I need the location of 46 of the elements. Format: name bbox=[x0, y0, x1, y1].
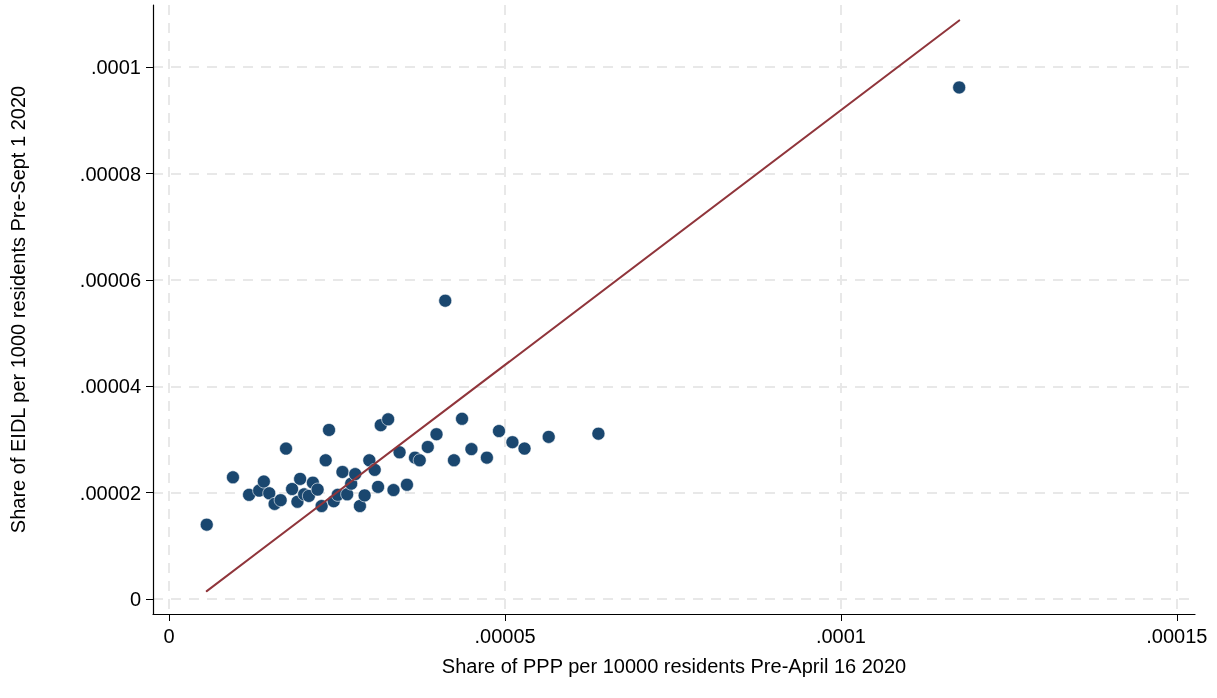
point bbox=[226, 470, 240, 485]
point bbox=[464, 442, 479, 456]
point bbox=[285, 482, 299, 496]
point bbox=[952, 80, 966, 95]
point bbox=[541, 430, 556, 444]
point bbox=[371, 480, 385, 494]
point bbox=[420, 440, 435, 454]
point bbox=[480, 450, 494, 465]
point bbox=[438, 293, 453, 308]
point bbox=[381, 412, 395, 427]
x-tick-label: .00015 bbox=[1146, 625, 1208, 647]
point bbox=[273, 493, 288, 507]
point bbox=[279, 441, 293, 456]
point bbox=[310, 482, 325, 497]
point bbox=[492, 424, 506, 438]
point bbox=[392, 445, 407, 460]
point bbox=[318, 453, 333, 468]
y-tick-label: .00008 bbox=[79, 162, 141, 185]
point bbox=[591, 426, 606, 441]
x-tick-label: 0 bbox=[163, 625, 175, 647]
y-tick-label: .00004 bbox=[79, 375, 141, 398]
y-tick-label: .0001 bbox=[90, 56, 141, 79]
y-tick-label: 0 bbox=[129, 588, 141, 611]
point bbox=[517, 441, 532, 456]
point bbox=[293, 472, 307, 486]
y-tick-label: .00002 bbox=[79, 481, 141, 504]
point bbox=[262, 486, 277, 501]
point bbox=[357, 488, 372, 503]
point bbox=[386, 483, 401, 497]
x-axis-title: Share of PPP per 10000 residents Pre-April 16 2020 bbox=[441, 655, 907, 677]
point bbox=[340, 487, 354, 502]
point bbox=[353, 499, 367, 513]
point bbox=[400, 477, 414, 492]
point bbox=[429, 427, 444, 442]
point bbox=[505, 435, 520, 449]
y-axis-title: Share of EIDL per 1000 residents Pre-Sept 1 2020 bbox=[7, 85, 29, 534]
point bbox=[412, 453, 427, 468]
point bbox=[322, 423, 336, 437]
point bbox=[447, 453, 461, 468]
point bbox=[455, 412, 469, 426]
x-tick-label: .00005 bbox=[474, 625, 536, 647]
point bbox=[335, 465, 350, 479]
point bbox=[257, 474, 271, 489]
x-tick-label: .0001 bbox=[815, 625, 866, 647]
y-tick-label: .00006 bbox=[79, 268, 141, 291]
point bbox=[199, 517, 214, 532]
